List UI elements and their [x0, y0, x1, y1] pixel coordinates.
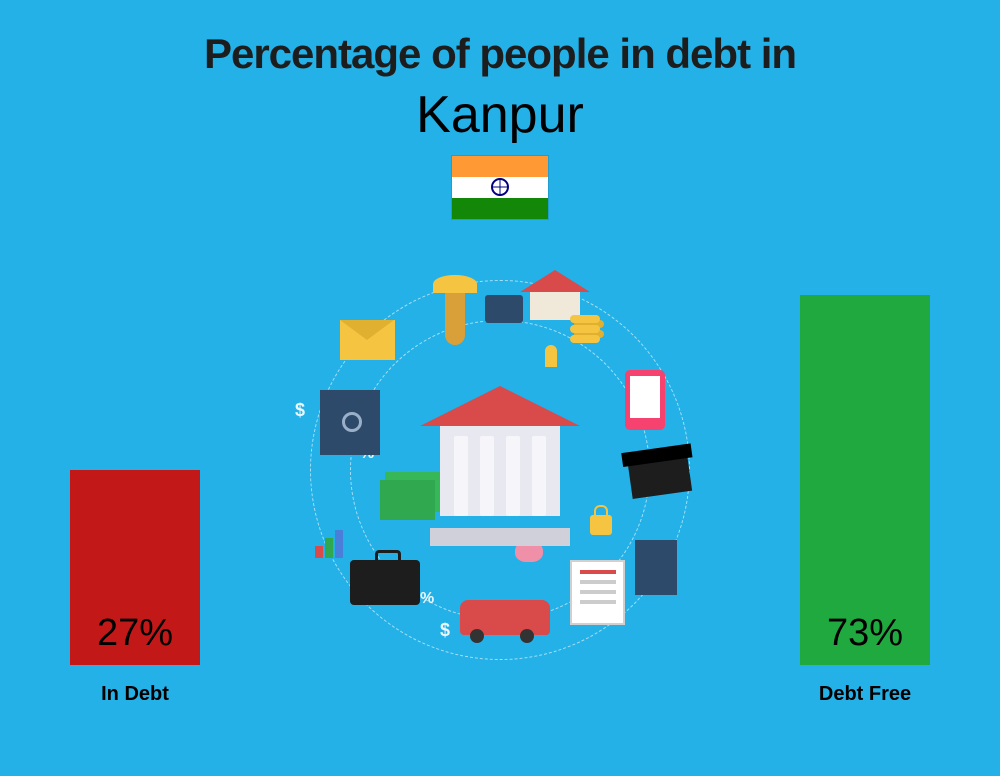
car-icon	[460, 600, 550, 635]
bar-debt-free-label: Debt Free	[819, 683, 911, 706]
house-icon	[520, 270, 590, 320]
bar-in-debt-label: In Debt	[101, 683, 169, 706]
bar-debt-free-value: 73%	[827, 612, 903, 655]
lock-icon	[590, 515, 612, 535]
envelope-icon	[340, 320, 395, 360]
title-line2: Kanpur	[0, 85, 1000, 145]
bar-debt-free: 73% Debt Free	[800, 295, 930, 706]
finance-illustration: $$$ %%	[290, 260, 710, 680]
phone-icon	[625, 370, 665, 430]
calculator-icon	[635, 540, 677, 595]
bar-in-debt-rect: 27%	[70, 470, 200, 665]
bar-in-debt-value: 27%	[97, 612, 173, 655]
bar-chart-icon	[315, 530, 355, 560]
bar-in-debt: 27% In Debt	[70, 470, 200, 706]
safe-icon	[320, 390, 380, 455]
bank-building-icon	[420, 416, 580, 536]
title-line1: Percentage of people in debt in	[0, 30, 1000, 78]
bar-debt-free-rect: 73%	[800, 295, 930, 665]
india-flag-icon	[451, 155, 549, 220]
clipboard-icon	[570, 560, 625, 625]
caduceus-icon	[445, 280, 465, 345]
briefcase-icon	[350, 560, 420, 605]
coins-icon	[570, 315, 610, 355]
calculator-small-icon	[485, 295, 523, 323]
key-icon	[545, 345, 557, 367]
